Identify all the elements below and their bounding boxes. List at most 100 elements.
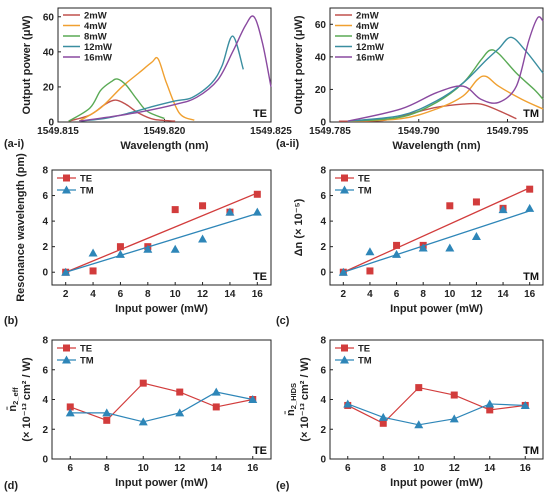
x-tick-label: 2 bbox=[63, 289, 69, 300]
x-axis-label: Wavelength (nm) bbox=[120, 140, 209, 152]
legend-label: TM bbox=[80, 356, 94, 367]
data-point bbox=[66, 403, 74, 411]
legend-label: 2mW bbox=[84, 11, 107, 22]
legend-label: 2mW bbox=[356, 11, 379, 22]
panel-b: 2 4 6 8 10 12 14 16 0 2 4 6 8 Input power (mW) Resonan… bbox=[4, 153, 272, 327]
panel-d: 6 8 10 12 14 16 0 2 4 6 8 Input power (mW) n̄2_eff (×… bbox=[4, 336, 272, 492]
x-tick-label: 16 bbox=[524, 289, 536, 300]
series-TE bbox=[339, 185, 534, 276]
data-point bbox=[143, 244, 153, 253]
series-line bbox=[347, 49, 544, 122]
y-tick-label: 8 bbox=[320, 166, 326, 177]
series-line bbox=[78, 56, 195, 122]
data-point bbox=[116, 243, 124, 251]
y-tick-label: 20 bbox=[43, 82, 55, 93]
data-point bbox=[175, 408, 185, 417]
y-label-symbol: n̄ bbox=[7, 405, 19, 412]
corner-label: TE bbox=[253, 108, 267, 120]
data-point bbox=[393, 241, 401, 249]
legend-marker bbox=[340, 355, 349, 364]
y-axis-label: n̄2_HIDS bbox=[285, 383, 298, 416]
data-point bbox=[102, 408, 112, 417]
x-tick-label: 16 bbox=[520, 463, 532, 474]
legend-label: 4mW bbox=[356, 21, 379, 32]
data-point bbox=[343, 399, 353, 408]
corner-label: TM bbox=[523, 445, 539, 457]
legend-label: 12mW bbox=[356, 42, 384, 53]
x-tick-label: 12 bbox=[174, 463, 186, 474]
data-point bbox=[498, 205, 508, 214]
x-axis-label: Input power (mW) bbox=[115, 303, 208, 315]
series-line bbox=[347, 36, 544, 122]
data-point bbox=[485, 399, 495, 408]
x-tick-label: 8 bbox=[104, 463, 110, 474]
data-point bbox=[378, 412, 388, 421]
legend-marker bbox=[62, 355, 71, 364]
series-16mW bbox=[347, 16, 544, 122]
panel-a-ii: 1549.785 1549.790 1549.795 0 20 40 60 Wavelengt… bbox=[276, 7, 544, 152]
x-axis-label: Input power (mW) bbox=[390, 303, 483, 315]
series-12mW bbox=[347, 36, 544, 122]
x-tick-label: 14 bbox=[484, 463, 496, 474]
series-4mW bbox=[78, 56, 195, 122]
data-point bbox=[61, 267, 71, 276]
data-point bbox=[176, 388, 184, 396]
legend-label: TM bbox=[358, 186, 372, 197]
y-tick-label: 0 bbox=[42, 455, 48, 466]
legend-label: 4mW bbox=[84, 21, 107, 32]
x-tick-label: 10 bbox=[170, 289, 182, 300]
panel-c: 2 4 6 8 10 12 14 16 0 2 4 6 8 Input power (mW) Δn (× 1… bbox=[276, 166, 544, 327]
y-axis-label: n̄2_eff bbox=[7, 387, 20, 412]
y-label-subscript: 2_HIDS bbox=[289, 383, 298, 409]
y-tick-label: 60 bbox=[315, 20, 327, 31]
x-tick-label: 14 bbox=[224, 289, 236, 300]
x-tick-label: 8 bbox=[380, 463, 386, 474]
corner-label: TE bbox=[253, 271, 267, 283]
x-tick-label: 1549.815 bbox=[37, 126, 79, 137]
series-line bbox=[347, 75, 544, 122]
data-point bbox=[365, 247, 375, 256]
x-tick-label: 6 bbox=[394, 289, 400, 300]
data-point bbox=[139, 379, 147, 387]
data-point bbox=[171, 206, 179, 214]
y-tick-label: 0 bbox=[320, 118, 326, 129]
y-label-subscript: 2_eff bbox=[11, 387, 20, 405]
data-point bbox=[248, 395, 258, 403]
y-axis-unit: (× 10⁻¹³ cm² / W) bbox=[299, 357, 311, 442]
x-tick-label: 12 bbox=[471, 289, 483, 300]
data-point bbox=[472, 198, 480, 206]
series-TE bbox=[344, 384, 529, 427]
data-point bbox=[253, 190, 261, 198]
y-axis-label: Δn (× 10⁻⁵) bbox=[293, 198, 305, 256]
legend-marker bbox=[340, 185, 349, 194]
legend-label: TE bbox=[358, 344, 370, 355]
y-tick-label: 6 bbox=[320, 365, 326, 376]
x-axis-label: Input power (mW) bbox=[390, 477, 483, 489]
x-tick-label: 8 bbox=[145, 289, 151, 300]
x-tick-label: 12 bbox=[449, 463, 461, 474]
y-axis-label: Output power (μW) bbox=[21, 15, 33, 114]
corner-label: TE bbox=[253, 445, 267, 457]
legend-label: TE bbox=[80, 344, 92, 355]
legend-label: 16mW bbox=[84, 53, 112, 64]
y-tick-label: 0 bbox=[320, 268, 326, 279]
x-tick-label: 6 bbox=[118, 289, 124, 300]
y-tick-label: 6 bbox=[42, 191, 48, 202]
data-point bbox=[446, 202, 454, 210]
data-point bbox=[414, 420, 424, 429]
data-point bbox=[212, 403, 220, 411]
y-tick-label: 4 bbox=[42, 217, 48, 228]
y-tick-label: 0 bbox=[42, 268, 48, 279]
y-tick-label: 8 bbox=[320, 336, 326, 347]
data-point bbox=[211, 387, 221, 396]
x-axis-label: Input power (mW) bbox=[115, 477, 208, 489]
y-tick-label: 8 bbox=[42, 336, 48, 347]
x-tick-label: 1549.825 bbox=[250, 126, 292, 137]
y-axis-label: Resonance wavelength (pm) bbox=[15, 153, 27, 302]
y-tick-label: 8 bbox=[42, 166, 48, 177]
legend-label: TM bbox=[80, 186, 94, 197]
data-point bbox=[170, 244, 180, 253]
